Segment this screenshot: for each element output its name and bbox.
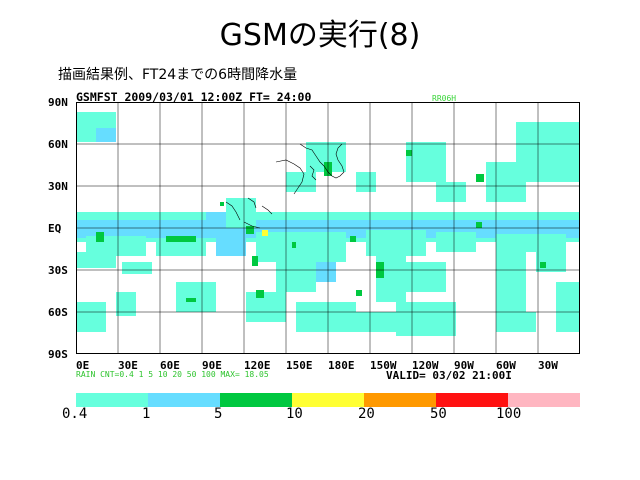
latitude-label: 90N	[48, 96, 68, 109]
rain-cell	[406, 150, 412, 156]
latitude-label: EQ	[48, 222, 62, 235]
rain-cell	[156, 242, 206, 256]
rain-cell	[396, 302, 456, 336]
rain-cell	[540, 262, 546, 268]
rain-cell	[262, 230, 268, 236]
rain-cell	[122, 262, 152, 274]
rain-cell	[556, 282, 580, 332]
rain-cell	[476, 174, 484, 182]
rain-cell	[292, 242, 296, 248]
legend-swatch	[148, 393, 220, 407]
legend-label: 100	[496, 406, 522, 422]
rain-cell	[516, 122, 580, 182]
rain-cell	[406, 262, 446, 292]
rain-cell	[216, 238, 246, 256]
rain-cell	[252, 256, 258, 266]
longitude-label: 90W	[454, 359, 474, 372]
valid-time: VALID= 03/02 21:00I	[386, 369, 512, 382]
rain-cell	[186, 298, 196, 302]
rain-cell	[356, 172, 376, 192]
longitude-label: 120E	[244, 359, 271, 372]
rain-cell	[220, 202, 224, 206]
rain-cell	[286, 172, 316, 192]
rain-cell	[486, 162, 526, 202]
map-header-label: GSMFST 2009/03/01 12:00Z FT= 24:00	[76, 90, 312, 104]
legend-label: 20	[358, 406, 375, 422]
rain-cell	[176, 282, 216, 312]
legend-swatch	[292, 393, 364, 407]
map-info-line: RAIN CNT=0.4 1 5 10 20 50 100 MAX= 18.05	[76, 370, 269, 379]
rain-cell	[296, 302, 356, 332]
rain-cell	[76, 252, 116, 268]
rain-cell	[436, 232, 476, 252]
rain-cell	[206, 212, 226, 232]
longitude-label: 150W	[370, 359, 397, 372]
rain-cell	[256, 290, 264, 298]
rain-cell	[246, 292, 286, 322]
legend-swatch	[220, 393, 292, 407]
rain-cell	[116, 292, 136, 316]
longitude-label: 0E	[76, 359, 90, 372]
rain-cell	[246, 226, 254, 234]
longitude-label: 60W	[496, 359, 516, 372]
rain-cell	[406, 142, 446, 182]
rain-cell	[350, 236, 356, 242]
rain-cell	[366, 230, 426, 256]
legend-label: 10	[286, 406, 303, 422]
rain-cell	[356, 290, 362, 296]
latitude-label: 30N	[48, 180, 68, 193]
longitude-label: 60E	[160, 359, 180, 372]
slide-title: GSMの実行(8)	[219, 18, 421, 53]
map-grid	[76, 102, 580, 354]
rain-cell	[316, 262, 336, 282]
map-variable-label: RR06H	[432, 94, 457, 103]
longitude-label: 180E	[328, 359, 355, 372]
legend-label: 0.4	[62, 406, 88, 422]
rain-cell	[96, 128, 116, 142]
rain-cell	[496, 242, 526, 312]
color-legend-bar	[76, 393, 580, 407]
rain-cell	[276, 252, 316, 292]
legend-label: 50	[430, 406, 447, 422]
rain-cell	[226, 198, 256, 228]
rain-cell	[96, 232, 104, 242]
rain-cell	[76, 302, 106, 332]
slide-subtitle: 描画結果例、FT24までの6時間降水量	[58, 67, 298, 83]
legend-swatch	[508, 393, 580, 407]
rain-cell	[476, 222, 482, 228]
latitude-label: 60N	[48, 138, 68, 151]
longitude-label: 90E	[202, 359, 222, 372]
longitude-label: 150E	[286, 359, 313, 372]
legend-label: 5	[214, 406, 223, 422]
latitude-label: 30S	[48, 264, 68, 277]
longitude-label: 30E	[118, 359, 138, 372]
precipitation-map	[76, 102, 580, 354]
rain-cell	[356, 312, 396, 332]
legend-label: 1	[142, 406, 151, 422]
rain-cell	[496, 312, 536, 332]
coastline	[225, 143, 345, 229]
legend-swatch	[364, 393, 436, 407]
legend-swatch	[76, 393, 148, 407]
latitude-label: 60S	[48, 306, 68, 319]
rain-cell	[166, 236, 196, 242]
longitude-label: 120W	[412, 359, 439, 372]
legend-swatch	[436, 393, 508, 407]
latitude-label: 90S	[48, 348, 68, 361]
longitude-label: 30W	[538, 359, 558, 372]
rain-cell	[436, 182, 466, 202]
